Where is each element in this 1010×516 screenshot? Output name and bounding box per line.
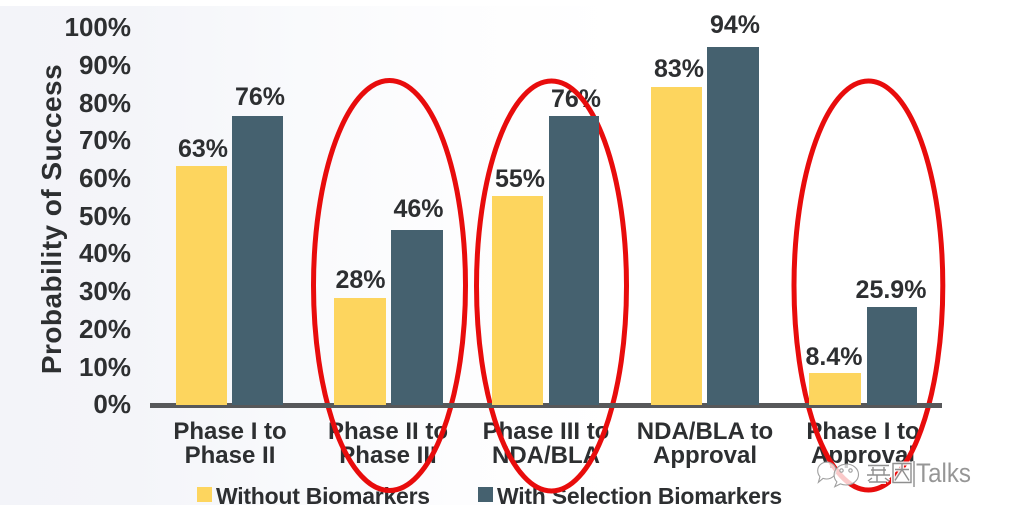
svg-text:Talks: Talks	[916, 458, 971, 488]
svg-text:Talks: Talks	[916, 458, 971, 488]
